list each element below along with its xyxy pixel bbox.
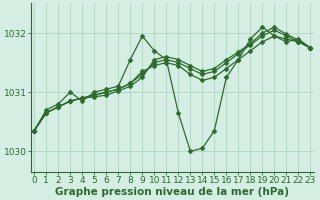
X-axis label: Graphe pression niveau de la mer (hPa): Graphe pression niveau de la mer (hPa)	[55, 187, 289, 197]
